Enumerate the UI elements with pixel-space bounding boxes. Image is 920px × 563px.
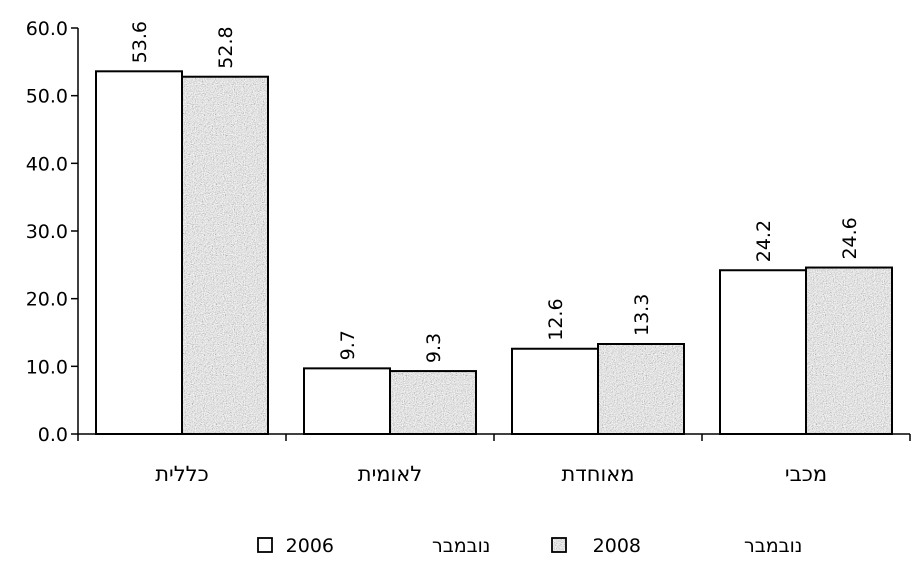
bar-1-1 [95, 70, 183, 435]
category-label: לאומית [358, 462, 422, 486]
y-axis: 0.0 10.0 20.0 30.0 40.0 50.0 60.0 [26, 18, 79, 446]
legend-year: 2008 [593, 535, 641, 557]
y-tick-label: 40.0 [26, 153, 68, 175]
bar-2-3 [597, 343, 685, 435]
data-label: 24.6 [839, 217, 861, 259]
category-label: מכבי [785, 462, 827, 486]
y-tick-label: 30.0 [26, 221, 68, 243]
legend: 2006 נובמבר 2008 נובמבר [257, 535, 802, 557]
data-label: 12.6 [545, 298, 567, 340]
category-label: כללית [155, 462, 208, 486]
data-labels-layer: 53.6 52.8 9.7 9.3 12.6 13.3 24.2 24.6 [129, 21, 861, 363]
y-tick-label: 60.0 [26, 18, 68, 40]
data-label: 24.2 [753, 220, 775, 262]
data-label: 52.8 [215, 26, 237, 68]
legend-swatch [551, 537, 567, 553]
bar-1-2 [303, 367, 391, 436]
data-label: 9.7 [337, 330, 359, 360]
bar-2-4 [805, 266, 893, 436]
data-label: 53.6 [129, 21, 151, 63]
y-tick-label: 20.0 [26, 289, 68, 311]
bars-layer [95, 70, 893, 436]
legend-swatch [257, 537, 273, 553]
bar-2-2 [389, 370, 477, 436]
legend-year: 2006 [286, 535, 334, 557]
y-tick-label: 0.0 [38, 424, 68, 446]
bar-1-3 [511, 347, 599, 435]
legend-word: נובמבר [432, 535, 490, 557]
legend-word: נובמבר [744, 535, 802, 557]
data-label: 9.3 [423, 333, 445, 363]
y-tick-label: 50.0 [26, 86, 68, 108]
category-label: מאוחדת [561, 462, 634, 486]
y-tick-label: 10.0 [26, 356, 68, 378]
bar-1-4 [719, 269, 807, 435]
data-label: 13.3 [631, 294, 653, 336]
x-axis: כללית לאומית מאוחדת מכבי [77, 433, 911, 486]
bar-2-1 [181, 75, 269, 435]
